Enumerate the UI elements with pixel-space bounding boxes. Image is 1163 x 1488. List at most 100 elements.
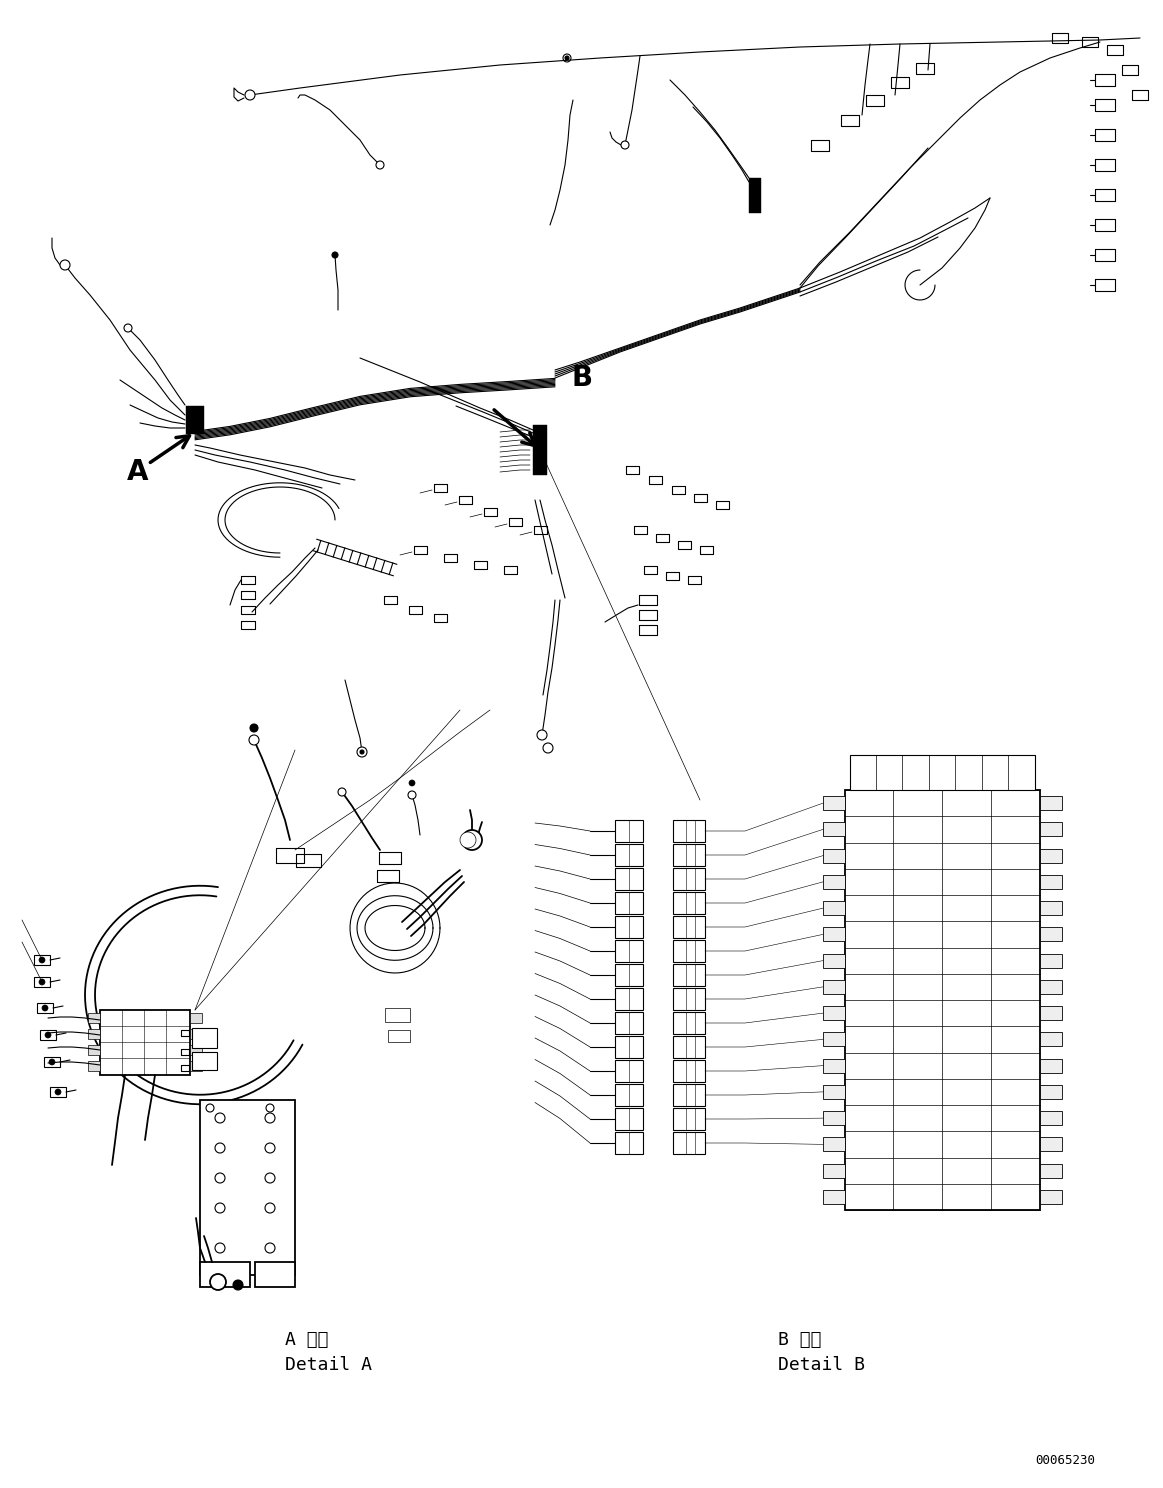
Text: Detail B: Detail B [778, 1356, 865, 1373]
Polygon shape [533, 426, 547, 475]
Bar [615, 917, 643, 937]
Circle shape [409, 780, 415, 786]
Bar [1040, 848, 1062, 863]
Circle shape [45, 1033, 51, 1039]
Bar [615, 868, 643, 890]
Bar [190, 1013, 202, 1024]
Bar [823, 1190, 846, 1204]
Circle shape [462, 830, 481, 850]
Bar [1040, 875, 1062, 888]
Bar [615, 988, 643, 1010]
Circle shape [408, 792, 416, 799]
Bar [34, 978, 50, 987]
Bar [615, 1132, 643, 1155]
Bar [615, 964, 643, 987]
Bar [823, 1112, 846, 1125]
Circle shape [124, 324, 131, 332]
Circle shape [215, 1113, 224, 1123]
Text: A 詳細: A 詳細 [285, 1330, 328, 1350]
Circle shape [543, 743, 552, 753]
Bar [823, 902, 846, 915]
Bar [1040, 1164, 1062, 1177]
Bar [846, 790, 1040, 1210]
Bar [673, 868, 705, 890]
Bar [1040, 954, 1062, 967]
Bar [615, 1012, 643, 1034]
Bar [823, 927, 846, 942]
Bar [673, 1059, 705, 1082]
Bar [823, 1164, 846, 1177]
Bar [673, 891, 705, 914]
Circle shape [265, 1242, 274, 1253]
Bar [1040, 1058, 1062, 1073]
Bar [1040, 902, 1062, 915]
Bar [615, 1036, 643, 1058]
Circle shape [49, 1059, 55, 1065]
Bar [1040, 1033, 1062, 1046]
Bar [200, 1262, 250, 1287]
Circle shape [265, 1143, 274, 1153]
Circle shape [537, 731, 547, 740]
Bar [673, 917, 705, 937]
Bar [200, 1100, 295, 1275]
Bar [823, 848, 846, 863]
Bar [37, 1003, 53, 1013]
Text: B 詳細: B 詳細 [778, 1330, 821, 1350]
Bar [1040, 1137, 1062, 1152]
Bar [673, 820, 705, 842]
Circle shape [215, 1202, 224, 1213]
Bar [673, 940, 705, 963]
Bar [1040, 1006, 1062, 1021]
Text: 00065230: 00065230 [1035, 1454, 1096, 1467]
Bar [673, 1132, 705, 1155]
Bar [40, 1030, 56, 1040]
Bar [88, 1061, 100, 1071]
Bar [1040, 1085, 1062, 1098]
Bar [1040, 823, 1062, 836]
Circle shape [215, 1143, 224, 1153]
Circle shape [338, 789, 347, 796]
Bar [192, 1028, 217, 1048]
Circle shape [331, 251, 338, 257]
Bar [850, 754, 1035, 790]
Bar [823, 1085, 846, 1098]
Bar [192, 1052, 217, 1070]
Circle shape [621, 141, 629, 149]
Circle shape [376, 161, 384, 170]
Bar [190, 1045, 202, 1055]
Bar [823, 796, 846, 809]
Circle shape [40, 957, 45, 963]
Circle shape [245, 89, 255, 100]
Bar [1040, 1190, 1062, 1204]
Circle shape [215, 1173, 224, 1183]
Bar [823, 875, 846, 888]
Bar [673, 964, 705, 987]
Polygon shape [186, 406, 204, 434]
Circle shape [55, 1089, 60, 1095]
Bar [673, 844, 705, 866]
Bar [255, 1262, 295, 1287]
Bar [1040, 796, 1062, 809]
Circle shape [233, 1280, 243, 1290]
Bar [615, 820, 643, 842]
Bar [50, 1088, 66, 1097]
Bar [615, 891, 643, 914]
Bar [615, 940, 643, 963]
Bar [823, 1137, 846, 1152]
Text: B: B [571, 365, 593, 391]
Bar [823, 954, 846, 967]
Bar [823, 1033, 846, 1046]
Circle shape [357, 747, 368, 757]
Circle shape [265, 1202, 274, 1213]
Bar [88, 1013, 100, 1024]
Bar [615, 844, 643, 866]
Bar [823, 1006, 846, 1021]
Bar [190, 1061, 202, 1071]
Circle shape [42, 1004, 48, 1010]
Bar [190, 1030, 202, 1039]
Circle shape [265, 1113, 274, 1123]
Bar [615, 1083, 643, 1106]
Circle shape [60, 260, 70, 269]
Polygon shape [749, 177, 761, 213]
Bar [615, 1109, 643, 1129]
